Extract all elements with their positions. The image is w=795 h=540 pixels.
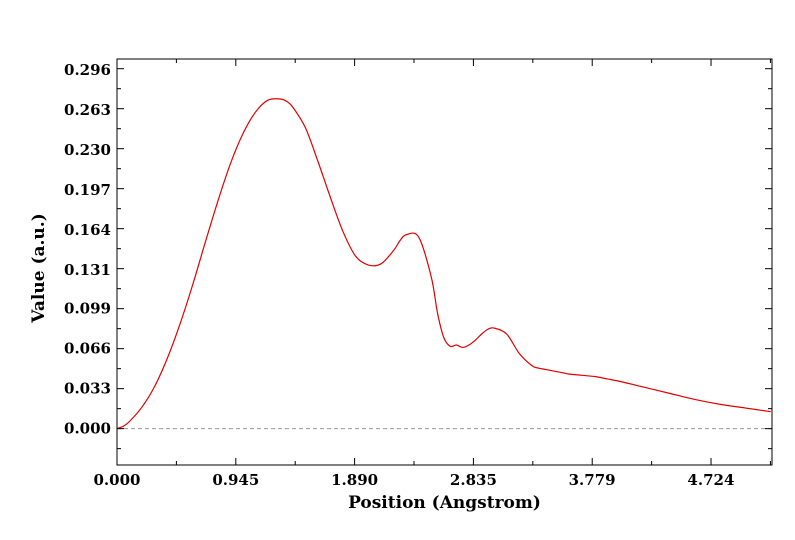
y-tick-label: 0.099 [64,300,111,318]
x-tick-label: 4.724 [687,471,734,489]
y-tick-label: 0.000 [64,420,111,438]
y-tick-labels: 0.000 0.033 0.066 0.099 0.131 0.164 0.197 0.230… [64,61,111,438]
y-tick-label: 0.296 [64,61,111,79]
y-tick-label: 0.131 [64,261,111,279]
x-tick-labels: 0.000 0.945 1.890 2.835 3.779 4.724 [94,471,735,489]
x-tick-label: 3.779 [569,471,616,489]
plot-frame [116,58,773,466]
x-tick-label: 0.945 [212,471,259,489]
y-axis-title: Value (a.u.) [29,213,49,324]
series-line [116,98,771,430]
x-axis-title: Position (Angstrom) [348,493,541,513]
series-layer [116,98,771,430]
x-tick-label: 0.000 [94,471,141,489]
y-tick-label: 0.066 [64,340,111,358]
x-tick-label: 2.835 [450,471,497,489]
x-tick-label: 1.890 [331,471,378,489]
y-tick-label: 0.230 [64,141,111,159]
ticks-layer [116,59,772,465]
y-tick-label: 0.197 [64,181,111,199]
y-tick-label: 0.263 [64,101,111,119]
y-tick-label: 0.164 [64,221,111,239]
y-tick-label: 0.033 [64,380,111,398]
